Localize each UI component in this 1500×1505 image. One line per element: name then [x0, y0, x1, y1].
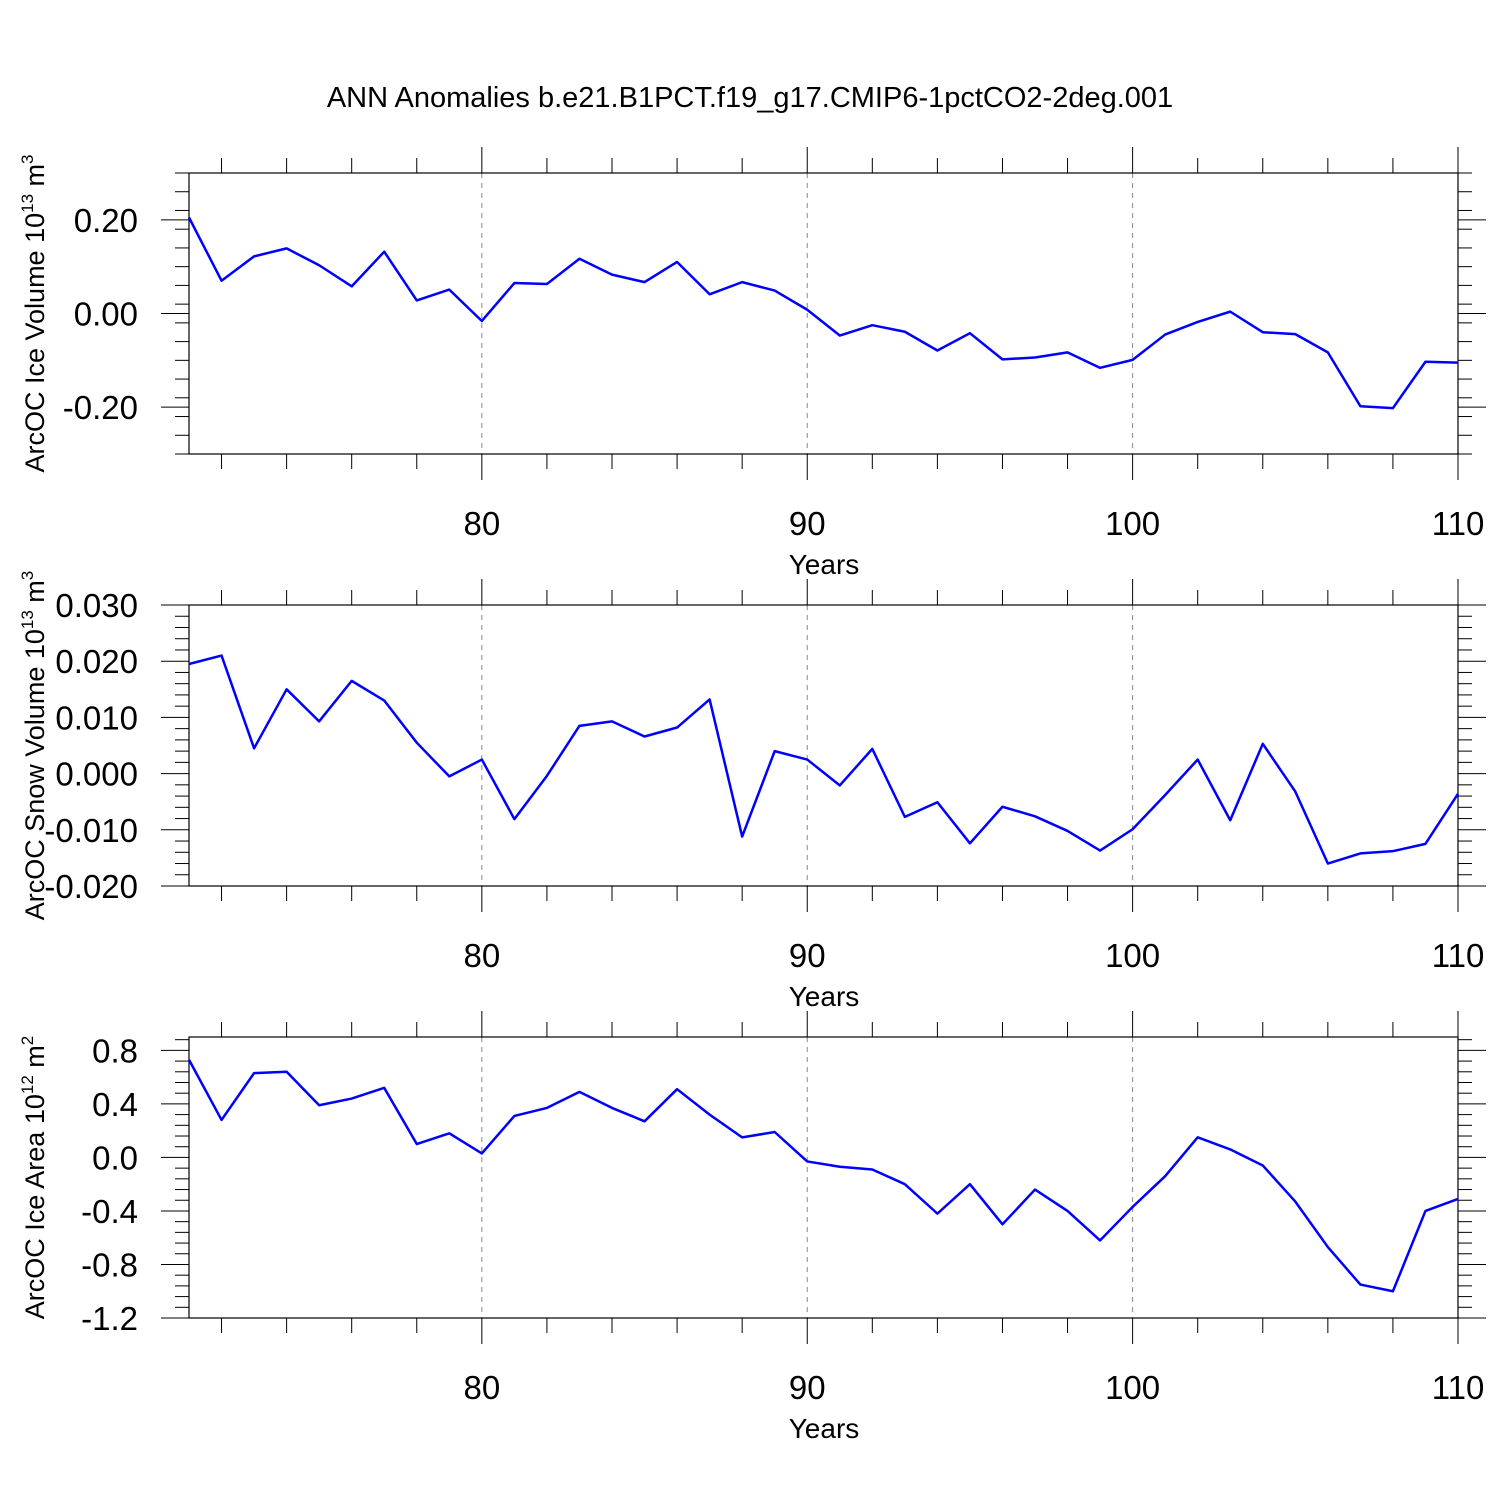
y-tick-label: 0.030 — [55, 587, 138, 624]
y-axis-label-main: ArcOC Snow Volume 10 — [20, 629, 50, 920]
series-line — [187, 216, 1459, 410]
y-tick-label: 0.020 — [55, 643, 138, 680]
x-tick-label: 100 — [1105, 505, 1160, 542]
x-tick-label: 110 — [1432, 1369, 1485, 1406]
x-axis-label: Years — [789, 549, 860, 580]
x-tick-label: 110 — [1432, 505, 1485, 542]
y-tick-label: 0.00 — [74, 296, 138, 333]
y-tick-label: 0.010 — [55, 699, 138, 736]
y-axis-label: ArcOC Ice Area 1012 m2 — [18, 1036, 50, 1320]
y-tick-label: -1.2 — [81, 1300, 138, 1337]
x-tick-label: 80 — [463, 1369, 500, 1406]
series-line — [187, 1059, 1459, 1293]
x-tick-label: 90 — [789, 1369, 826, 1406]
y-axis-label-unit: m — [20, 580, 50, 610]
y-axis-label-main: ArcOC Ice Volume 10 — [20, 213, 50, 473]
x-tick-label: 100 — [1105, 1369, 1160, 1406]
y-tick-label: -0.020 — [44, 868, 138, 905]
y-axis-label-unit-exponent: 3 — [18, 154, 37, 163]
x-axis-label: Years — [789, 1413, 860, 1444]
y-axis-label-exponent: 13 — [18, 610, 37, 629]
x-tick-label: 90 — [789, 505, 826, 542]
panel-2: 80 90 100 110 -0.020 -0.010 0.000 0.010 0.020 0.0… — [18, 571, 1486, 1012]
y-axis-label: ArcOC Snow Volume 1013 m3 — [18, 571, 50, 921]
panel-3: 80 90 100 110 -1.2 -0.8 -0.4 0.0 0.4 0.8 Years ArcO… — [18, 1011, 1486, 1444]
y-axis-label-main: ArcOC Ice Area 10 — [20, 1094, 50, 1319]
y-tick-label: 0.4 — [92, 1086, 138, 1123]
plot-frame — [188, 172, 1459, 455]
chart-title: ANN Anomalies b.e21.B1PCT.f19_g17.CMIP6-… — [327, 82, 1173, 114]
x-axis-label: Years — [789, 981, 860, 1012]
y-axis-label-exponent: 12 — [18, 1075, 37, 1094]
y-tick-label: -0.010 — [44, 812, 138, 849]
y-axis-label-unit: m — [20, 164, 50, 194]
x-tick-label: 80 — [463, 937, 500, 974]
panel-1: 80 90 100 110 -0.20 0.00 0.20 Years ArcOC Ice Vo… — [18, 147, 1486, 580]
y-tick-label: 0.20 — [74, 202, 138, 239]
y-axis-label-unit-exponent: 3 — [18, 571, 37, 580]
y-axis-label-unit: m — [20, 1045, 50, 1075]
series-line — [188, 654, 1460, 865]
x-tick-label: 80 — [463, 505, 500, 542]
y-axis-label-exponent: 13 — [18, 194, 37, 213]
x-tick-label: 90 — [789, 937, 826, 974]
y-tick-label: 0.8 — [92, 1032, 138, 1069]
x-tick-label: 100 — [1105, 937, 1160, 974]
plot-frame — [188, 1036, 1459, 1319]
y-tick-label: -0.4 — [81, 1193, 138, 1230]
y-axis-label: ArcOC Ice Volume 1013 m3 — [18, 154, 50, 472]
y-tick-label: -0.8 — [81, 1246, 138, 1283]
y-axis-label-unit-exponent: 2 — [18, 1036, 37, 1045]
y-tick-label: 0.000 — [55, 756, 138, 793]
y-tick-label: 0.0 — [92, 1139, 138, 1176]
y-tick-label: -0.20 — [63, 389, 138, 426]
x-tick-label: 110 — [1432, 937, 1485, 974]
plot-frame — [188, 604, 1459, 887]
